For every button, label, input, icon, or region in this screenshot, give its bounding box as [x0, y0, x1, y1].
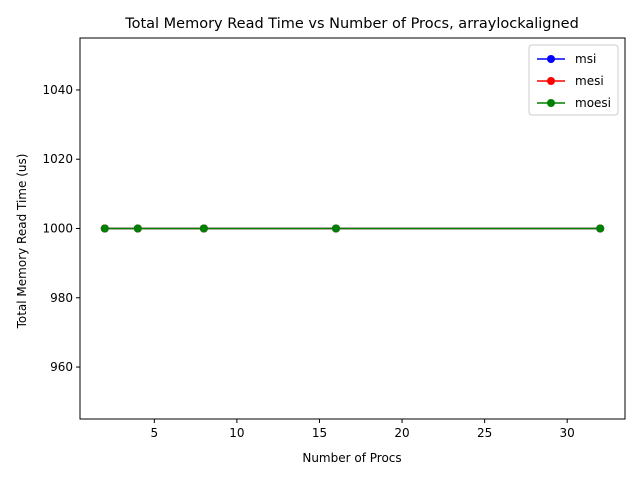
- x-tick-label: 10: [229, 426, 244, 440]
- data-point-moesi: [133, 224, 142, 233]
- legend: msi mesi moesi: [528, 44, 619, 116]
- legend-marker-moesi: [547, 99, 555, 107]
- y-tick-label: 1020: [42, 152, 73, 166]
- legend-marker-mesi: [547, 77, 555, 85]
- y-tick-label: 980: [50, 291, 73, 305]
- legend-label-moesi: moesi: [575, 96, 611, 110]
- y-tick-label: 1040: [42, 83, 73, 97]
- x-tick-label: 25: [477, 426, 492, 440]
- plot-area: 5 10 15 20 25 30 960 980 1000 1020 1040: [42, 37, 626, 440]
- x-tick-label: 30: [560, 426, 575, 440]
- x-tick-label: 5: [150, 426, 158, 440]
- data-point-moesi: [100, 224, 109, 233]
- chart-title: Total Memory Read Time vs Number of Proc…: [124, 16, 579, 32]
- legend-label-mesi: mesi: [575, 74, 604, 88]
- legend-marker-msi: [547, 55, 555, 63]
- data-point-moesi: [199, 224, 208, 233]
- data-point-moesi: [331, 224, 340, 233]
- legend-label-msi: msi: [575, 52, 596, 66]
- x-axis-label: Number of Procs: [302, 451, 401, 465]
- y-axis-label: Total Memory Read Time (us): [15, 154, 29, 330]
- y-tick-label: 1000: [42, 222, 73, 236]
- x-tick-label: 15: [312, 426, 327, 440]
- x-tick-label: 20: [394, 426, 409, 440]
- data-point-moesi: [596, 224, 605, 233]
- y-tick-label: 960: [50, 360, 73, 374]
